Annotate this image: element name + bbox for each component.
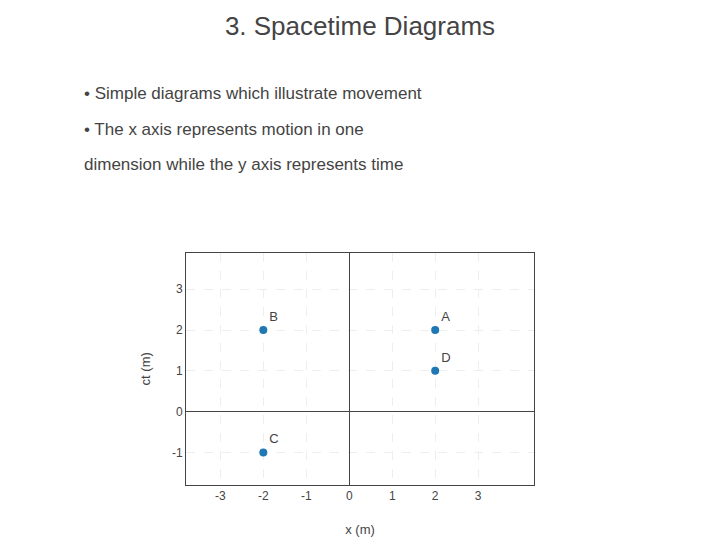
svg-text:3: 3 (176, 282, 183, 296)
svg-text:0: 0 (346, 489, 353, 503)
svg-text:C: C (269, 431, 278, 446)
svg-text:x (m): x (m) (345, 522, 375, 537)
svg-text:1: 1 (389, 489, 396, 503)
svg-text:-1: -1 (301, 489, 312, 503)
svg-text:3. Spacetime Diagrams: 3. Spacetime Diagrams (225, 11, 495, 41)
svg-text:ct (m): ct (m) (138, 352, 153, 385)
svg-text:-3: -3 (215, 489, 226, 503)
svg-text:0: 0 (176, 405, 183, 419)
svg-text:3: 3 (475, 489, 482, 503)
svg-text:D: D (441, 350, 450, 365)
svg-text:2: 2 (176, 323, 183, 337)
svg-text:1: 1 (176, 364, 183, 378)
svg-text:dimension while the y axis rep: dimension while the y axis represents ti… (84, 155, 403, 174)
svg-text:A: A (441, 309, 450, 324)
svg-text:B: B (269, 309, 278, 324)
svg-text:• The x axis represents motion: • The x axis represents motion in one (84, 120, 364, 139)
svg-text:-1: -1 (172, 446, 183, 460)
svg-text:2: 2 (432, 489, 439, 503)
svg-text:• Simple diagrams which illust: • Simple diagrams which illustrate movem… (84, 84, 422, 103)
svg-text:-2: -2 (258, 489, 269, 503)
